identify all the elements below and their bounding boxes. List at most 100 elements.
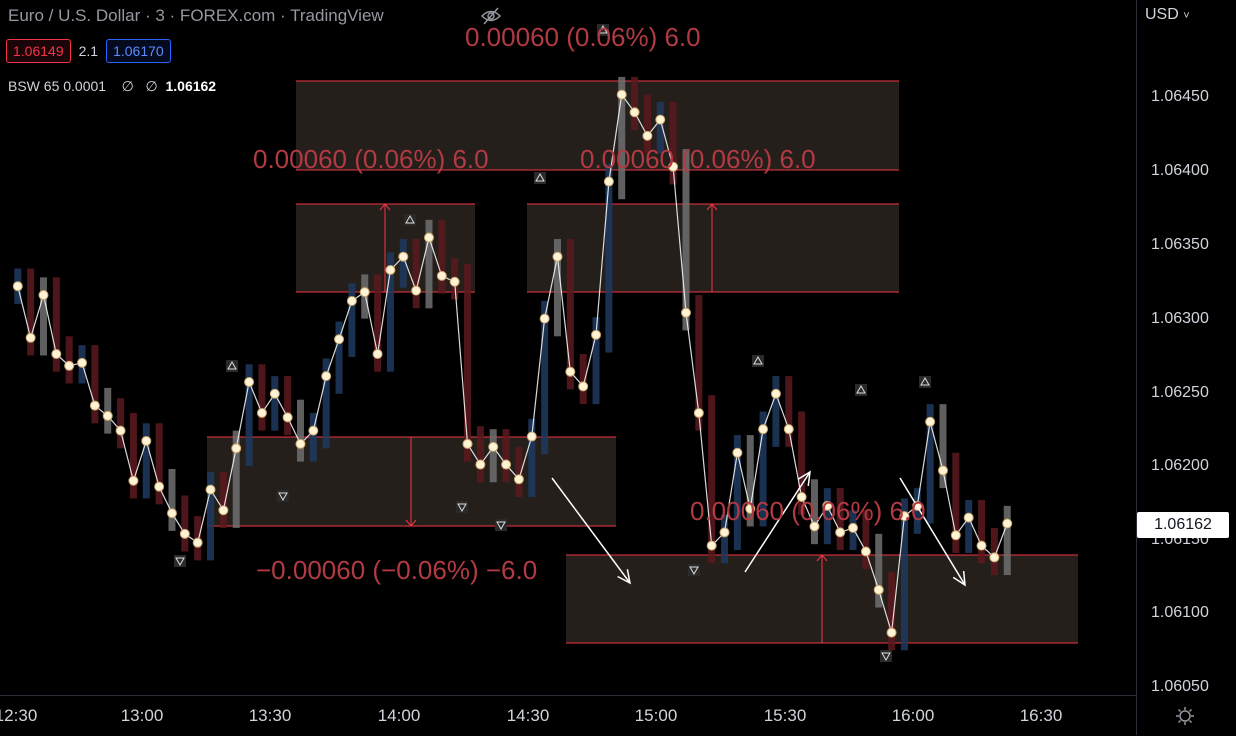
price-bar [489,429,497,483]
time-tick: 16:00 [891,706,935,725]
currency-label: USD [1145,6,1179,23]
price-point [269,388,280,399]
price-bar [772,376,780,447]
symbol-title: Euro / U.S. Dollar · 3 · FOREX.com · Tra… [8,6,384,25]
chart-settings-icon[interactable] [1175,706,1195,726]
price-bar [142,423,150,499]
price-bar [669,101,677,185]
price-point [462,438,473,449]
price-bar [502,429,510,483]
price-bar [515,446,523,497]
price-bar [27,268,35,356]
price-bar [65,336,73,384]
pivot-low-icon [457,503,467,513]
price-axis[interactable]: USD ˅ 1.06450 1.06400 1.06350 1.06300 1.… [1136,0,1236,735]
price-point [1002,518,1013,529]
price-bar [219,471,227,528]
price-point [321,371,332,382]
price-bar [168,468,176,531]
price-point [166,508,177,519]
pivot-low-icon [175,557,185,567]
price-bar [618,76,626,200]
time-tick: 16:30 [1019,706,1063,725]
chart-plot-area[interactable]: 0.00060 (0.06%) 6.0 0.00060 (0.06%) 6.0 0.… [0,0,1136,695]
price-bar [965,499,973,553]
price-bar [232,430,240,528]
price-bar [631,76,639,130]
pivot-high-icon [405,214,415,224]
price-point [552,251,563,262]
trend-arrow-head [617,569,632,585]
price-chart[interactable]: 0.00060 (0.06%) 6.0 0.00060 (0.06%) 6.0 0.… [0,0,1136,695]
measure-arrow-head [405,519,417,527]
pivot-high-icon [856,384,866,394]
pivot-high-icon [227,360,237,370]
price-point [925,416,936,427]
price-bar [541,300,549,455]
measure-box [527,204,899,292]
price-bar [875,533,883,608]
measure-label: 0.00060 (0.06%) 6.0 [690,496,926,526]
measure-box [296,81,899,170]
price-bar [104,387,112,434]
price-bar [258,364,266,431]
hide-eye-icon[interactable] [480,6,502,26]
price-bar [155,423,163,505]
price-bar [181,495,189,552]
price-bar [528,418,536,497]
currency-selector[interactable]: USD ˅ [1145,6,1190,24]
price-point [346,295,357,306]
price-tick: 1.06250 [1151,384,1209,401]
ask-button[interactable]: 1.06170 [106,39,171,63]
measure-label: 0.00060 (0.06%) 6.0 [580,144,816,174]
pivot-low-icon [278,492,288,502]
pivot-high-icon [535,172,545,182]
price-bar [296,399,304,462]
price-point [256,407,267,418]
time-tick: 15:00 [634,706,678,725]
price-point [835,527,846,538]
price-bar [425,219,433,309]
price-tick: 1.06450 [1151,88,1209,105]
price-point [822,500,833,511]
time-axis[interactable]: 12:30 13:00 13:30 14:00 14:30 15:00 15:3… [0,695,1136,736]
time-tick: 14:00 [377,706,421,725]
pivot-low-icon [496,521,506,531]
price-tick: 1.06350 [1151,236,1209,253]
price-bar [386,252,394,372]
price-point [578,381,589,392]
indicator-value-1: ∅ [121,78,134,94]
price-bar [605,163,613,353]
price-point [732,447,743,458]
price-point [963,512,974,523]
price-point [655,114,666,125]
price-point [38,290,49,301]
price-bar [785,376,793,447]
price-point [25,332,36,343]
price-point [77,357,88,368]
trend-arrow [744,471,811,573]
indicator-legend[interactable]: BSW 65 0.0001 ∅ ∅ 1.06162 [8,78,216,95]
price-bar [926,404,934,524]
price-bar [271,376,279,431]
price-bar [464,264,472,462]
price-point [372,349,383,360]
price-point [796,491,807,502]
price-bar [913,488,921,534]
price-point [860,546,871,557]
price-bar [438,219,446,294]
price-point [886,627,897,638]
price-point [436,270,447,281]
pivot-high-icon [920,376,930,386]
price-point [848,522,859,533]
price-bar [566,239,574,390]
measure-label: 0.00060 (0.06%) 6.0 [253,144,489,174]
price-bar [810,479,818,545]
price-bar [91,345,99,424]
price-bar [978,499,986,564]
price-bar [553,239,561,337]
price-bar [579,354,587,405]
bid-button[interactable]: 1.06149 [6,39,71,63]
price-point [873,584,884,595]
price-point [706,540,717,551]
